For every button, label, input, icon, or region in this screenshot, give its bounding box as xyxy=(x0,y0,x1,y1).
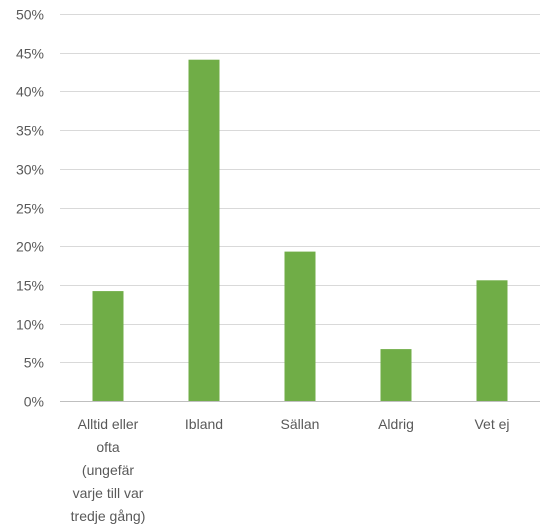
bar xyxy=(188,59,220,401)
y-tick-label: 20% xyxy=(16,239,44,255)
y-tick-label: 35% xyxy=(16,123,44,139)
x-category-label: Sällan xyxy=(281,416,320,432)
y-tick-label: 10% xyxy=(16,317,44,333)
bar xyxy=(284,251,316,401)
y-tick-label: 30% xyxy=(16,162,44,178)
bars xyxy=(92,59,508,401)
y-tick-label: 45% xyxy=(16,46,44,62)
x-category-label: Aldrig xyxy=(378,416,414,432)
y-tick-label: 40% xyxy=(16,84,44,100)
gridlines xyxy=(60,14,540,363)
y-tick-label: 0% xyxy=(24,394,44,410)
bar xyxy=(476,280,508,401)
y-tick-label: 50% xyxy=(16,7,44,23)
y-tick-label: 5% xyxy=(24,355,44,371)
x-category-label: Ibland xyxy=(185,416,223,432)
x-category-label: Alltid eller ofta (ungefär varje till var tr… xyxy=(71,416,146,524)
x-category-label: Vet ej xyxy=(474,416,509,432)
bar xyxy=(380,349,412,401)
y-tick-label: 15% xyxy=(16,278,44,294)
x-axis-category-labels: Alltid eller ofta (ungefär varje till var tr… xyxy=(71,416,510,524)
bar xyxy=(92,291,124,401)
y-tick-label: 25% xyxy=(16,201,44,217)
y-axis-ticks: 0% 5% 10% 15% 20% 25% 30% 35% 40% 45% 50% xyxy=(16,7,44,410)
